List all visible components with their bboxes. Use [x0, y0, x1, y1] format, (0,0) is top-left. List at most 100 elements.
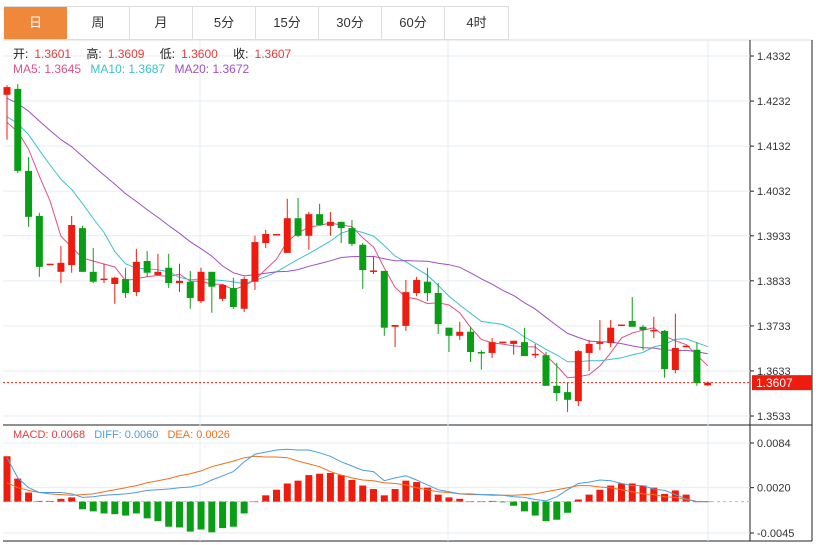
tab-week[interactable]: 周 — [67, 7, 130, 39]
candle-body — [283, 218, 291, 253]
candle-body — [175, 280, 183, 284]
tab-4hour[interactable]: 4时 — [445, 7, 509, 39]
macd-histogram-bar — [229, 501, 237, 527]
tab-30min[interactable]: 30分 — [319, 7, 382, 39]
candle-body — [542, 355, 550, 386]
candle — [305, 211, 313, 250]
macd-histogram-bar — [531, 501, 539, 516]
candle-body — [100, 278, 108, 281]
candle-body — [57, 262, 65, 272]
candle-body — [89, 271, 97, 282]
tab-5min[interactable]: 5分 — [193, 7, 256, 39]
candle-body — [294, 218, 302, 236]
ohlc-info: 开: 1.3601 高: 1.3609 低: 1.3600 收: 1.3607 — [13, 45, 303, 62]
macd-histogram-bar — [14, 478, 22, 502]
candle-body — [229, 288, 237, 307]
macd-histogram-bar — [122, 501, 130, 516]
candle — [25, 156, 33, 227]
macd-histogram-bar — [671, 490, 679, 502]
price-tick-label: 1.4332 — [757, 51, 791, 63]
candle-body — [402, 292, 410, 326]
candle-body — [370, 270, 378, 272]
macd-tick-label: 0.0084 — [757, 438, 791, 450]
dea-value: DEA: 0.0026 — [167, 429, 230, 441]
candle-body — [628, 320, 636, 327]
tab-60min[interactable]: 60分 — [382, 7, 445, 39]
candle — [391, 324, 399, 348]
candle-body — [488, 342, 496, 353]
price-tick-label: 1.3733 — [757, 321, 791, 333]
candle-body — [262, 233, 270, 243]
macd-histogram-bar — [25, 492, 33, 502]
candle — [46, 263, 54, 266]
macd-histogram-bar — [111, 501, 119, 515]
macd-histogram-bar — [607, 485, 615, 502]
tab-day[interactable]: 日 — [4, 7, 67, 39]
candle-body — [132, 261, 140, 293]
candle — [122, 267, 130, 298]
candle — [467, 326, 475, 362]
candle — [617, 324, 625, 327]
tab-15min[interactable]: 15分 — [256, 7, 319, 39]
macd-histogram-bar — [434, 494, 442, 502]
price-tick-label: 1.3533 — [757, 411, 791, 423]
candle — [639, 324, 647, 351]
tab-month[interactable]: 月 — [130, 7, 193, 39]
macd-histogram-bar — [596, 489, 604, 502]
candle — [89, 247, 97, 284]
macd-histogram-bar — [477, 501, 485, 503]
candle — [337, 221, 345, 243]
price-tick-label: 1.4232 — [757, 96, 791, 108]
candle-body — [639, 326, 647, 330]
price-tick-label: 1.4032 — [757, 186, 791, 198]
candle — [564, 382, 572, 412]
candle — [531, 343, 539, 358]
candle-body — [564, 392, 572, 400]
candle — [251, 235, 259, 290]
candle-body — [208, 271, 216, 287]
macd-histogram-bar — [402, 480, 410, 502]
candle-body — [337, 221, 345, 229]
candle-body — [499, 341, 507, 344]
candle — [693, 342, 701, 386]
macd-histogram-bar — [585, 494, 593, 502]
macd-histogram-bar — [132, 501, 140, 514]
candle-body — [650, 329, 658, 332]
close-value: 1.3607 — [254, 47, 292, 61]
macd-histogram-bar — [326, 473, 334, 502]
candle — [348, 220, 356, 247]
macd-histogram-bar — [423, 487, 431, 502]
candle-body — [585, 343, 593, 353]
candle — [326, 211, 334, 236]
candle — [240, 276, 248, 312]
candle — [370, 256, 378, 275]
macd-histogram-bar — [682, 494, 690, 502]
candle-body — [682, 345, 690, 348]
macd-histogram-bar — [445, 497, 453, 502]
candle-body — [326, 221, 334, 226]
macd-histogram-bar — [35, 500, 43, 502]
price-tick-label: 1.4132 — [757, 141, 791, 153]
candle — [229, 277, 237, 309]
candle — [283, 198, 291, 253]
high-value: 1.3609 — [107, 47, 145, 61]
macd-histogram-bar — [542, 501, 550, 522]
candle-body — [423, 281, 431, 293]
macd-histogram-bar — [57, 498, 65, 502]
macd-histogram-bar — [488, 500, 496, 502]
ma20-value: MA20: 1.3672 — [174, 62, 250, 76]
macd-histogram-bar — [262, 495, 270, 502]
macd-histogram-bar — [283, 483, 291, 502]
candle — [413, 276, 421, 297]
macd-histogram-bar — [68, 497, 76, 502]
candle-body — [219, 284, 227, 299]
candle-body — [380, 270, 388, 328]
candle-body — [413, 279, 421, 293]
candle-body — [359, 244, 367, 271]
candle — [488, 338, 496, 358]
macd-histogram-bar — [197, 501, 205, 530]
open-label: 开: — [13, 47, 29, 61]
candle-body — [78, 228, 86, 272]
macd-histogram-bar — [208, 501, 216, 533]
